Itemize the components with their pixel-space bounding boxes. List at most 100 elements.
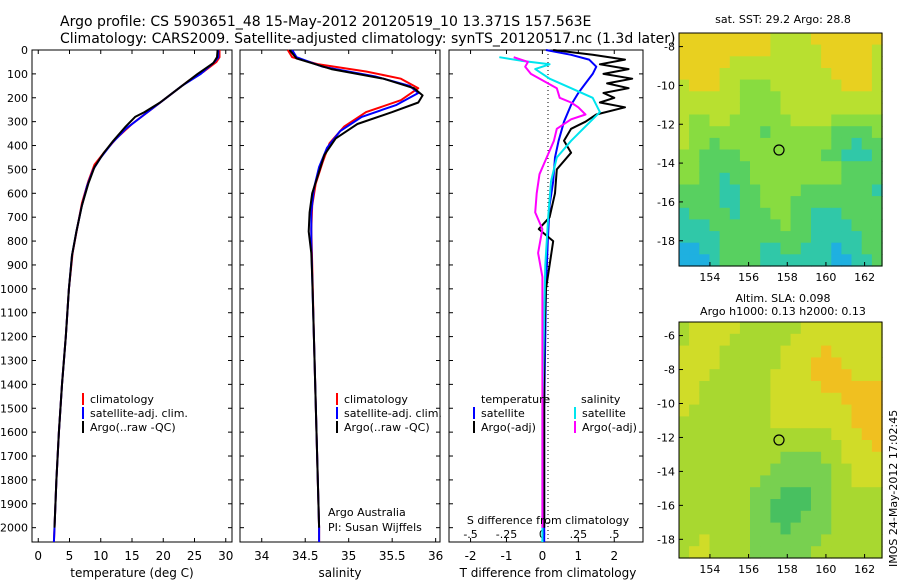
field-cell <box>709 184 721 197</box>
field-cell <box>689 487 700 500</box>
field-cell <box>709 33 721 46</box>
field-cell <box>811 231 822 244</box>
temperature-ticks: 0 5 10 15 20 25 300100200300400500600700800900… <box>0 44 233 563</box>
field-cell <box>689 345 700 358</box>
field-cell <box>780 149 792 162</box>
field-cell <box>709 546 721 559</box>
field-cell <box>871 207 883 221</box>
field-cell <box>851 137 863 151</box>
field-cell <box>699 428 711 441</box>
field-cell <box>800 546 812 559</box>
field-cell <box>689 404 700 417</box>
field-cell <box>861 345 873 358</box>
field-cell <box>739 207 751 221</box>
s-tick-label: -.5 <box>463 528 477 541</box>
field-cell <box>679 510 690 524</box>
field-cell <box>750 44 761 57</box>
field-cell <box>709 416 721 429</box>
lat-tick-label: -6 <box>664 330 675 343</box>
field-cell <box>871 56 883 69</box>
field-cell <box>790 440 802 453</box>
field-cell <box>719 161 731 174</box>
field-cell <box>851 369 863 382</box>
field-cell <box>800 451 812 465</box>
field-cell <box>689 475 700 488</box>
field-cell <box>811 149 822 162</box>
field-cell <box>719 196 731 209</box>
field-cell <box>750 345 761 358</box>
field-cell <box>699 207 711 221</box>
field-cell <box>750 219 761 232</box>
y-tick-label: 900 <box>7 259 28 272</box>
field-cell <box>679 102 690 116</box>
field-cell <box>719 91 731 104</box>
field-cell <box>739 322 751 335</box>
lat-tick-label: -18 <box>657 235 675 248</box>
field-cell <box>699 56 711 69</box>
x-tick-label: 20 <box>156 549 171 563</box>
field-cell <box>770 404 782 417</box>
field-cell <box>739 242 751 255</box>
x-tick-label: 2 <box>610 549 618 563</box>
field-cell <box>861 428 873 441</box>
field-cell <box>689 440 700 453</box>
field-cell <box>709 499 721 512</box>
field-cell <box>841 44 853 57</box>
sla-map-argo-marker <box>773 434 785 446</box>
field-cell <box>719 231 731 244</box>
field-cell <box>790 231 802 244</box>
field-cell <box>729 522 741 535</box>
field-cell <box>831 91 843 104</box>
field-cell <box>709 219 721 232</box>
field-cell <box>871 114 883 127</box>
field-cell <box>790 475 802 488</box>
field-cell <box>821 79 832 92</box>
field-cell <box>699 33 711 46</box>
field-cell <box>729 91 741 104</box>
lon-tick-label: 154 <box>699 271 720 284</box>
field-cell <box>780 161 792 174</box>
field-cell <box>871 428 883 441</box>
field-cell <box>790 254 802 267</box>
field-cell <box>871 91 883 104</box>
field-cell <box>821 416 832 429</box>
field-cell <box>790 149 802 162</box>
field-cell <box>871 79 883 92</box>
field-cell <box>871 254 883 267</box>
field-cell <box>851 242 863 255</box>
field-cell <box>841 33 853 46</box>
field-cell <box>821 475 832 488</box>
field-cell <box>709 44 721 57</box>
field-cell <box>831 254 843 267</box>
field-cell <box>780 254 792 267</box>
field-cell <box>770 428 782 441</box>
field-cell <box>800 231 812 244</box>
field-cell <box>719 172 731 186</box>
field-cell <box>679 522 690 535</box>
field-cell <box>811 322 822 335</box>
field-cell <box>729 184 741 197</box>
field-cell <box>770 102 782 116</box>
field-cell <box>729 499 741 512</box>
field-cell <box>780 510 792 524</box>
field-cell <box>739 369 751 382</box>
field-cell <box>851 102 863 116</box>
field-cell <box>760 68 771 81</box>
field-cell <box>861 79 873 92</box>
field-cell <box>699 451 711 465</box>
field-cell <box>719 333 731 347</box>
field-cell <box>699 102 711 116</box>
field-cell <box>841 56 853 69</box>
lon-tick-label: 160 <box>815 271 836 284</box>
field-cell <box>811 416 822 429</box>
field-cell <box>871 137 883 151</box>
field-cell <box>841 102 853 116</box>
field-cell <box>729 242 741 255</box>
field-cell <box>760 207 771 221</box>
field-cell <box>739 451 751 465</box>
field-cell <box>831 392 843 406</box>
field-cell <box>871 522 883 535</box>
field-cell <box>851 440 863 453</box>
field-cell <box>861 333 873 347</box>
field-cell <box>689 333 700 347</box>
